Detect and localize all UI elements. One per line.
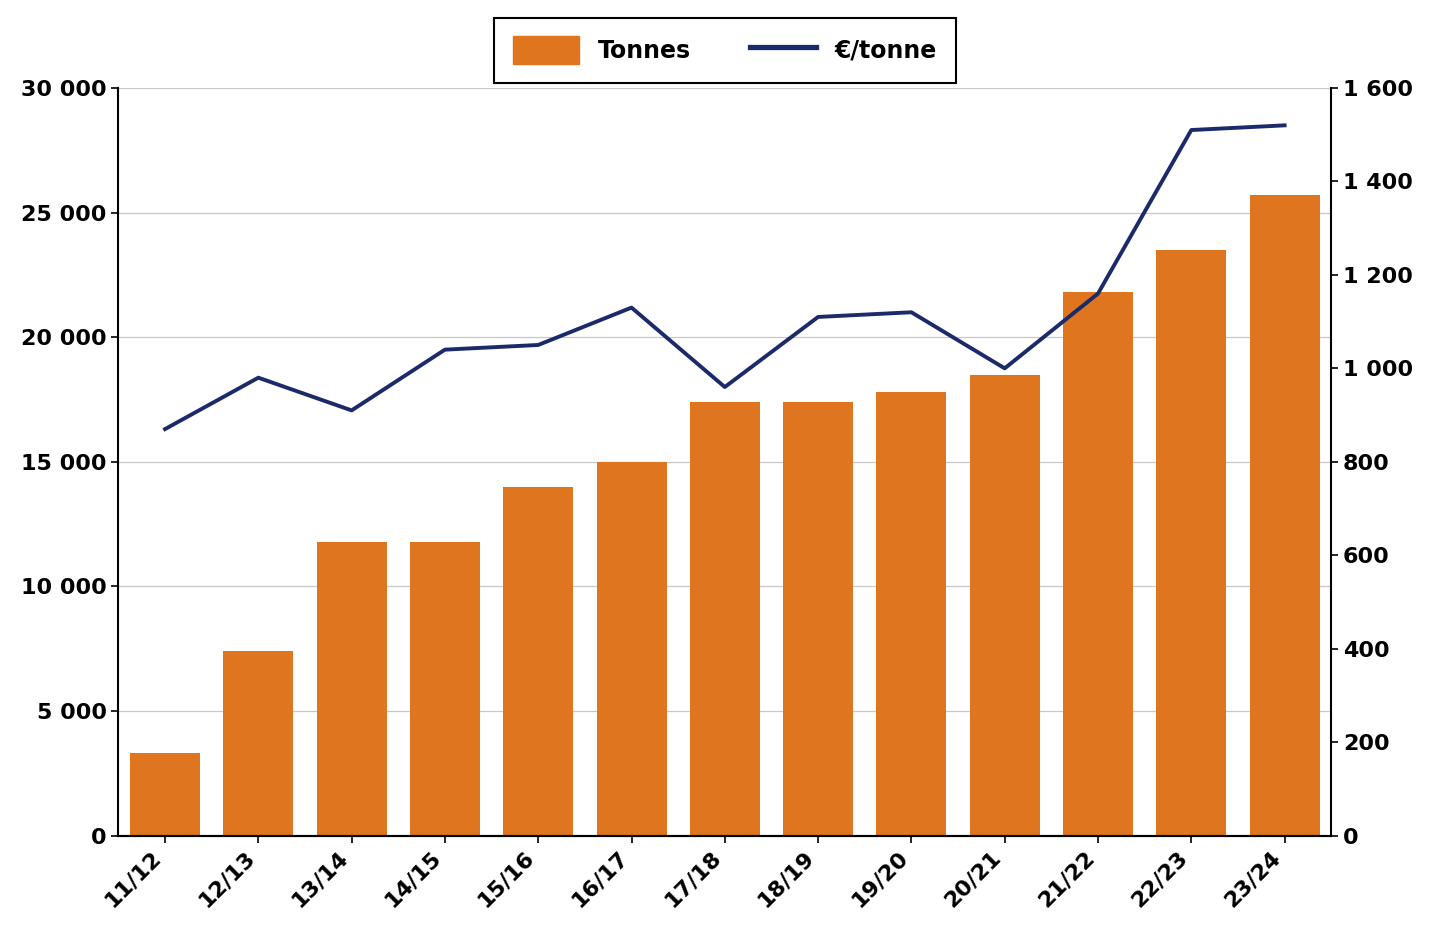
Bar <box>876 392 946 836</box>
Bar <box>969 375 1040 836</box>
Bar <box>410 541 480 836</box>
Bar <box>783 402 853 836</box>
Bar <box>317 541 387 836</box>
Bar <box>130 753 199 836</box>
Bar <box>1063 293 1133 836</box>
Bar <box>1249 195 1319 836</box>
Bar <box>503 487 574 836</box>
Bar <box>224 651 294 836</box>
Bar <box>1156 250 1226 836</box>
Bar <box>597 461 667 836</box>
Legend: Tonnes, €/tonne: Tonnes, €/tonne <box>493 18 956 83</box>
Bar <box>690 402 760 836</box>
